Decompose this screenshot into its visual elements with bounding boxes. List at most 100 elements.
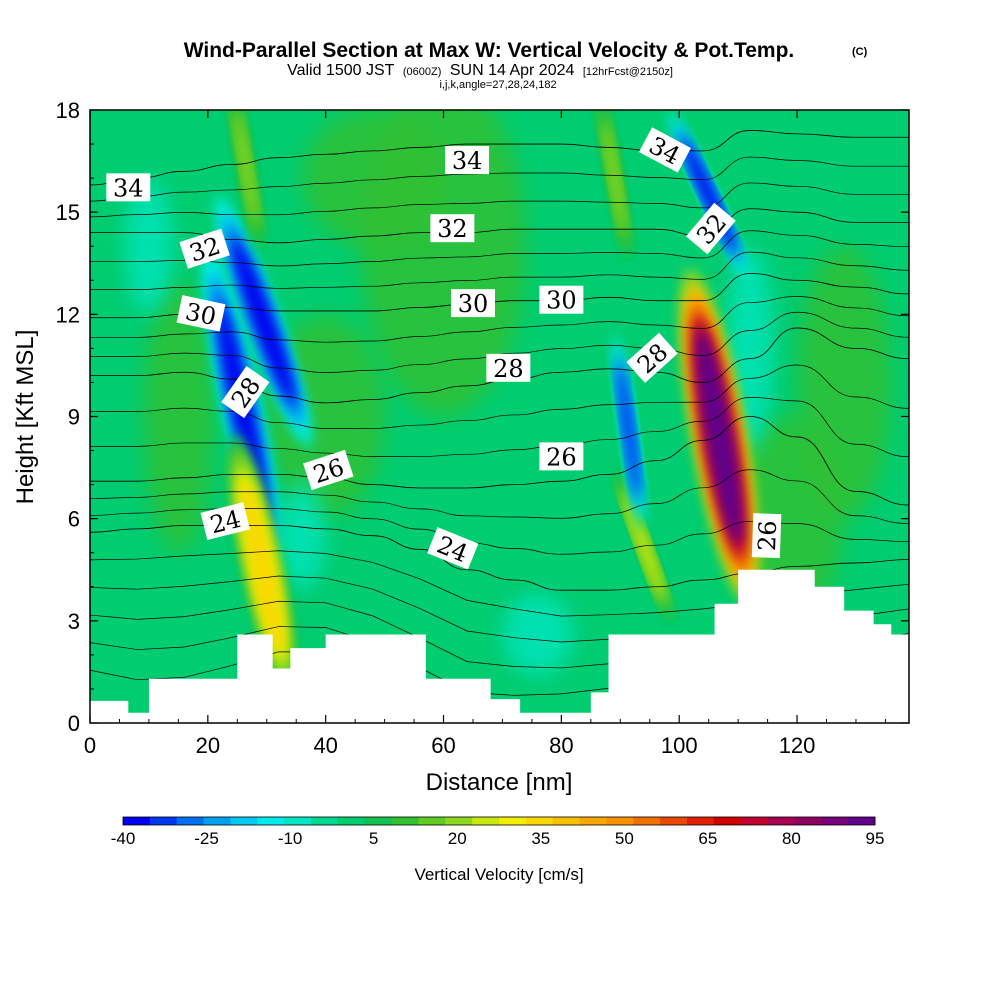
- colorbar-tick-label: 35: [531, 829, 550, 848]
- velocity-contour-band: [232, 239, 295, 404]
- theta-contour-minor: [90, 251, 909, 290]
- contour-label: 34: [445, 146, 490, 175]
- contour-label: 26: [539, 442, 584, 471]
- colorbar-swatch: [606, 817, 634, 825]
- y-tick-label: 3: [68, 609, 80, 634]
- contour-label-text: 30: [458, 290, 489, 318]
- colorbar-tick-label: 20: [448, 829, 467, 848]
- contour-label: 34: [106, 173, 151, 202]
- y-tick-label: 15: [56, 200, 80, 225]
- colorbar: [122, 816, 876, 826]
- velocity-background-cell: [266, 314, 385, 519]
- contour-label-box: [106, 173, 151, 202]
- contour-label-box: [200, 502, 251, 541]
- colorbar-tick-label: 80: [782, 829, 801, 848]
- colorbar-swatch: [713, 817, 742, 825]
- colorbar-tick-label: 65: [698, 829, 717, 848]
- contour-label-text: 32: [437, 215, 468, 243]
- terrain: [90, 569, 909, 723]
- x-tick-label: 100: [661, 733, 698, 758]
- colorbar-tick-label: 95: [866, 829, 885, 848]
- velocity-background-cell: [302, 110, 444, 247]
- contour-label-text: 30: [183, 297, 219, 331]
- colorbar-swatch: [525, 817, 554, 825]
- colorbar-swatch: [660, 817, 688, 825]
- colorbar-swatch: [176, 817, 205, 825]
- contour-label-box: [539, 285, 584, 314]
- x-tick-label: 60: [431, 733, 455, 758]
- contour-label-text: 30: [546, 287, 577, 315]
- contour-label-box: [303, 449, 354, 491]
- colorbar-tick-label: -25: [194, 829, 219, 848]
- theta-contour-minor: [90, 397, 909, 458]
- colorbar-swatch: [740, 817, 769, 825]
- colorbar-swatch: [284, 817, 312, 825]
- velocity-cell: [612, 328, 645, 532]
- colorbar-swatch: [364, 817, 393, 825]
- contour-label-box: [430, 214, 475, 243]
- x-axis-ticks: 0 20 40 60 80 100 120: [84, 110, 886, 758]
- colorbar-tick-label: -40: [111, 829, 136, 848]
- theta-contour-minor: [90, 230, 909, 267]
- plot-area: [90, 110, 909, 723]
- contour-label: 32: [430, 214, 475, 243]
- contour-label-box: [751, 513, 782, 559]
- x-tick-label: 40: [313, 733, 337, 758]
- x-axis-label: Distance [nm]: [426, 769, 573, 796]
- colorbar-swatch: [499, 817, 527, 825]
- contour-label-text: 28: [493, 355, 524, 383]
- valid-date: SUN 14 Apr 2024: [450, 62, 575, 79]
- colorbar-swatch: [230, 817, 258, 825]
- contour-label: 30: [450, 289, 495, 318]
- contour-label-box: [638, 127, 691, 173]
- velocity-background-cell: [278, 481, 326, 591]
- x-tick-label: 20: [196, 733, 220, 758]
- colorbar-swatch: [472, 817, 500, 825]
- theta-contour-minor: [90, 364, 909, 429]
- contour-label-text: 26: [753, 520, 782, 552]
- velocity-background-cell: [125, 178, 173, 315]
- contour-label: 30: [539, 285, 584, 315]
- colorbar-swatch: [552, 817, 581, 825]
- colorbar-swatch: [794, 817, 822, 825]
- contour-label: 30: [176, 295, 226, 332]
- colorbar-frame: [122, 816, 876, 826]
- contour-label-box: [486, 353, 531, 382]
- colorbar-ticks: -40 -25 -10 5 20 35 50 65 80 95: [111, 829, 885, 848]
- velocity-background-cell: [797, 246, 892, 519]
- grid-indices: i,j,k,angle=27,28,24,182: [439, 79, 556, 91]
- y-axis-label: Height [Kft MSL]: [12, 330, 39, 505]
- velocity-cell: [679, 269, 760, 605]
- colorbar-swatch: [257, 817, 285, 825]
- x-tick-label: 120: [779, 733, 816, 758]
- colorbar-swatch: [203, 817, 231, 825]
- colorbar-swatch: [337, 817, 366, 825]
- colorbar-swatch: [687, 817, 715, 825]
- forecast-tag: [12hrFcst@2150z]: [583, 66, 673, 78]
- contour-label-box: [179, 228, 230, 269]
- theta-contour-minor: [90, 182, 909, 218]
- velocity-contour-band: [696, 329, 743, 545]
- velocity-contour-band: [235, 114, 257, 222]
- contour-label-text: 26: [546, 443, 577, 471]
- y-tick-label: 18: [56, 98, 80, 123]
- colorbar-tick-label: 5: [369, 829, 378, 848]
- x-tick-label: 80: [549, 733, 573, 758]
- colorbar-swatch: [418, 817, 446, 825]
- colorbar-swatch: [391, 817, 419, 825]
- colorbar-swatch: [821, 817, 849, 825]
- colorbar-swatch: [149, 817, 178, 825]
- contour-label-text: 34: [113, 174, 144, 202]
- contour-label: 26: [751, 513, 782, 559]
- contour-label-text: 34: [452, 147, 483, 175]
- colorbar-swatch: [848, 817, 876, 825]
- copyright-mark: (C): [852, 46, 868, 58]
- theta-contour-30: [90, 273, 909, 319]
- contour-label-box: [450, 289, 495, 318]
- theta-contour-32: [90, 208, 909, 244]
- theta-contour-minor: [90, 469, 909, 524]
- y-tick-label: 6: [68, 507, 80, 532]
- contour-label-box: [427, 527, 479, 570]
